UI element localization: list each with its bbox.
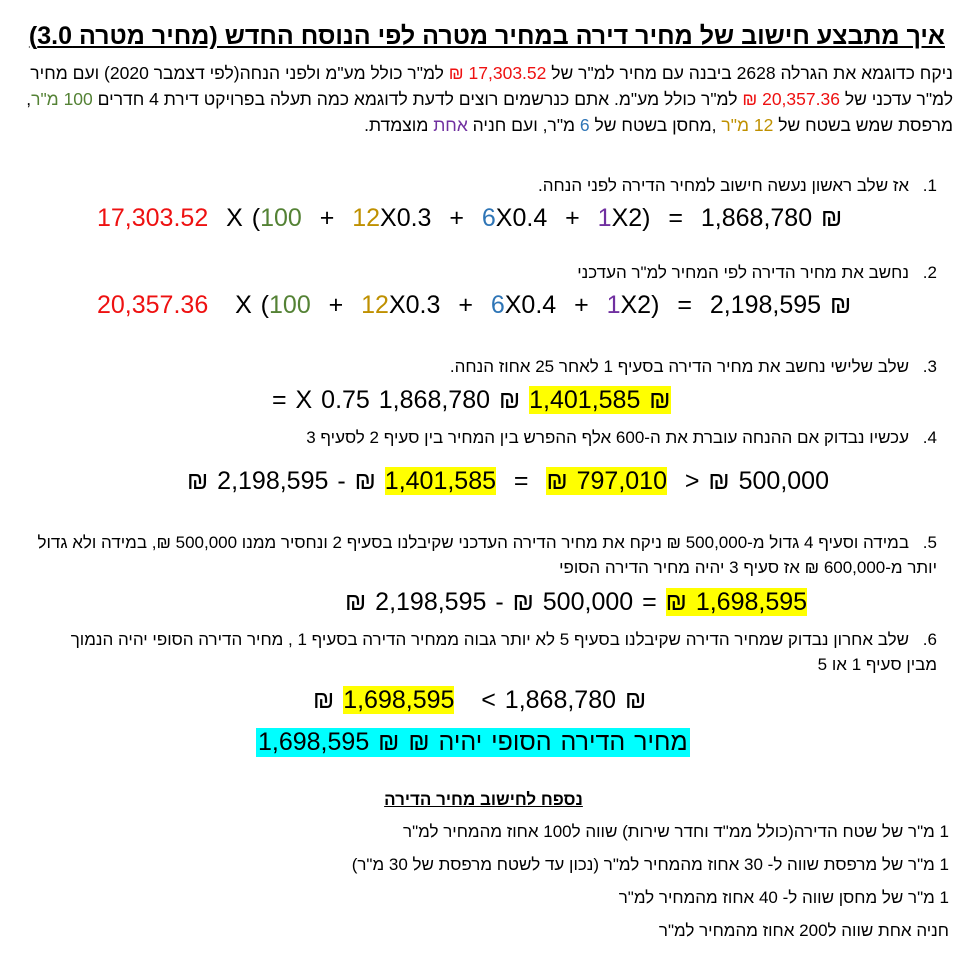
eq-result-highlight: ₪ 1,401,585 bbox=[529, 386, 671, 414]
intro-text: ,מחסן בשטח של bbox=[589, 115, 722, 135]
eq-result-highlight: ₪ 1,698,595 bbox=[665, 588, 808, 616]
step-text: עכשיו נבדוק אם ההנחה עוברת את ה-600 אלף … bbox=[306, 428, 909, 447]
eq-op: = bbox=[677, 291, 692, 319]
equation-1: 17,303.52 X (100 + 12X0.3 + 6X0.4 + 1X2)… bbox=[97, 204, 842, 233]
intro-text: למ"ר כולל מע"מ. אתם כנרשמים רוצים לדעת ל… bbox=[92, 89, 743, 109]
eq-op: X0.4 bbox=[504, 291, 557, 319]
eq-result: ₪ 1,868,780 bbox=[700, 204, 843, 232]
intro-text: מ"ר, ועם חניה bbox=[467, 115, 580, 135]
eq-op: X2) bbox=[611, 204, 651, 232]
eq-op: ₪ bbox=[313, 686, 335, 714]
step-text: שלב שלישי נחשב את מחיר הדירה בסעיף 1 לאח… bbox=[449, 357, 909, 376]
eq-op: + bbox=[458, 291, 473, 319]
parking-count: אחת bbox=[433, 115, 468, 135]
step-text: במידה וסעיף 4 גדול מ-500,000 ₪ ניקח את מ… bbox=[37, 533, 937, 577]
eq-storage: 6 bbox=[481, 204, 496, 232]
eq-op: = bbox=[513, 467, 529, 495]
step-1: 1. אז שלב ראשון נעשה חישוב למחיר הדירה לפ… bbox=[17, 173, 937, 198]
eq-op: X0.4 bbox=[495, 204, 548, 232]
eq-difference-highlight: ₪ 797,010 bbox=[546, 467, 667, 495]
step-text: שלב אחרון נבדוק שמחיר הדירה שקיבלנו בסעי… bbox=[70, 630, 937, 674]
appendix-line: חניה אחת שווה ל200 אחוז מהמחיר למ"ר bbox=[658, 921, 949, 940]
appendix-heading: נספח לחישוב מחיר הדירה bbox=[384, 790, 583, 809]
step-number: 3. bbox=[922, 357, 937, 376]
eq-op: + bbox=[328, 291, 344, 319]
balcony-area: 12 מ"ר bbox=[721, 115, 774, 135]
eq-op: + bbox=[574, 291, 589, 319]
eq-op: + bbox=[319, 204, 335, 232]
eq-area: 100 bbox=[260, 204, 302, 232]
eq-balcony: 12 bbox=[361, 291, 389, 319]
eq-value-highlight: 1,698,595 bbox=[343, 686, 455, 714]
eq-price: 20,357.36 bbox=[97, 291, 209, 319]
eq-op: = bbox=[668, 204, 683, 232]
equation-4: ₪ 2,198,595 - ₪ 1,401,585 = ₪ 797,010 > … bbox=[187, 467, 829, 496]
appendix-line: 1 מ"ר של מחסן שווה ל- 40 אחוז מהמחיר למ"… bbox=[618, 888, 949, 907]
eq-lhs: ₪ 1,868,780 X 0.75 = bbox=[272, 386, 521, 414]
final-price: מחיר הדירה הסופי יהיה ₪ ₪ 1,698,595 bbox=[256, 728, 690, 757]
step-number: 2. bbox=[922, 263, 937, 282]
step-text: נחשב את מחיר הדירה לפי המחיר למ"ר העדכני bbox=[577, 263, 909, 282]
eq-op: X0.3 bbox=[388, 291, 441, 319]
equation-2: 20,357.36 X (100 + 12X0.3 + 6X0.4 + 1X2)… bbox=[97, 291, 851, 320]
eq-price: 17,303.52 bbox=[97, 204, 209, 232]
intro-text: למ"ר כולל מע"מ ולפני הנחה(לפי דצמבר 2020… bbox=[30, 63, 953, 109]
eq-op: X2) bbox=[620, 291, 660, 319]
old-price: 17,303.52 ₪ bbox=[448, 63, 547, 83]
storage-area: 6 bbox=[579, 115, 590, 135]
step-4: 4. עכשיו נבדוק אם ההנחה עוברת את ה-600 אל… bbox=[17, 425, 937, 450]
eq-storage: 6 bbox=[490, 291, 505, 319]
step-number: 5. bbox=[922, 533, 937, 552]
intro-text: מוצמדת. bbox=[364, 115, 434, 135]
step-number: 6. bbox=[922, 630, 937, 649]
eq-compare: < 1,868,780 ₪ bbox=[481, 686, 647, 714]
step-number: 1. bbox=[922, 176, 937, 195]
eq-lhs: ₪ 2,198,595 - ₪ bbox=[187, 467, 376, 495]
eq-parking: 1 bbox=[606, 291, 621, 319]
eq-value-highlight: 1,401,585 bbox=[384, 467, 497, 495]
appendix-line: 1 מ"ר של מרפסת שווה ל- 30 אחוז מהמחיר למ… bbox=[351, 855, 949, 874]
step-3: 3. שלב שלישי נחשב את מחיר הדירה בסעיף 1 ל… bbox=[17, 354, 937, 379]
apartment-area: 100 מ"ר bbox=[31, 89, 93, 109]
eq-lhs: ₪ 2,198,595 - ₪ 500,000 = bbox=[345, 588, 657, 616]
eq-parking: 1 bbox=[597, 204, 612, 232]
equation-6: ₪ 1,698,595 < 1,868,780 ₪ bbox=[313, 686, 646, 715]
step-2: 2. נחשב את מחיר הדירה לפי המחיר למ"ר העדכ… bbox=[17, 260, 937, 285]
step-6: 6.שלב אחרון נבדוק שמחיר הדירה שקיבלנו בס… bbox=[57, 627, 937, 677]
equation-3: ₪ 1,868,780 X 0.75 = ₪ 1,401,585 bbox=[272, 386, 671, 415]
eq-op: + bbox=[449, 204, 464, 232]
eq-result: ₪ 2,198,595 bbox=[709, 291, 852, 319]
new-price: 20,357.36 ₪ bbox=[742, 89, 840, 109]
step-number: 4. bbox=[922, 428, 937, 447]
intro-text: , מרפסת שמש בשטח של bbox=[26, 89, 953, 135]
eq-compare: > ₪ 500,000 bbox=[684, 467, 829, 495]
eq-op: X ( bbox=[226, 204, 261, 232]
eq-balcony: 12 bbox=[352, 204, 381, 232]
eq-op: X ( bbox=[235, 291, 270, 319]
eq-op: + bbox=[565, 204, 580, 232]
appendix-line: 1 מ"ר של שטח הדירה(כולל ממ"ד וחדר שירות)… bbox=[403, 822, 949, 841]
step-text: אז שלב ראשון נעשה חישוב למחיר הדירה לפני… bbox=[538, 176, 909, 195]
intro-paragraph: ניקח כדוגמא את הגרלה 2628 ביבנה עם מחיר … bbox=[8, 60, 953, 138]
eq-op: X0.3 bbox=[380, 204, 432, 232]
step-5: 5.במידה וסעיף 4 גדול מ-500,000 ₪ ניקח את… bbox=[22, 530, 937, 580]
page-title: איך מתבצע חישוב של מחיר דירה במחיר מטרה … bbox=[28, 22, 945, 50]
equation-5: ₪ 2,198,595 - ₪ 500,000 = ₪ 1,698,595 bbox=[345, 588, 808, 617]
intro-text: ניקח כדוגמא את הגרלה 2628 ביבנה עם מחיר … bbox=[546, 63, 953, 83]
eq-area: 100 bbox=[269, 291, 311, 319]
